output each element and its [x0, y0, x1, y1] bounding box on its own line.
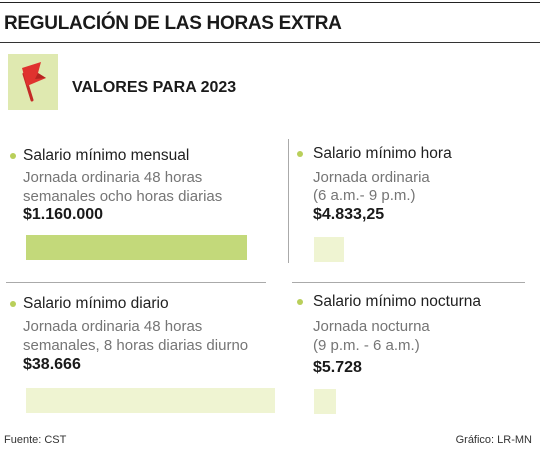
bar-description-line: (9 p.m. - 6 a.m.) [313, 337, 420, 354]
bar-description-line: semanales ocho horas diarias [23, 188, 223, 205]
chart-title: REGULACIÓN DE LAS HORAS EXTRA [4, 13, 342, 34]
red-flag-icon [22, 62, 46, 102]
subtitle: VALORES PARA 2023 [72, 79, 237, 96]
bar [26, 388, 275, 413]
bar-value-label: $4.833,25 [313, 206, 385, 223]
bar-value-label: $38.666 [23, 356, 81, 373]
source-note: Fuente: CST [4, 434, 67, 446]
bar-description-line: Jornada nocturna [313, 318, 430, 335]
bullet [297, 151, 303, 157]
bar-category-label: Salario mínimo nocturna [313, 293, 481, 310]
bar [314, 237, 344, 262]
credit-note: Gráfico: LR-MN [455, 434, 532, 446]
bar-description-line: Jornada ordinaria 48 horas [23, 318, 203, 335]
divider [288, 139, 289, 263]
bar-description-line: Jornada ordinaria [313, 169, 430, 186]
title-rule [0, 42, 540, 43]
bar-description-line: Jornada ordinaria 48 horas [23, 169, 203, 186]
bar-value-label: $1.160.000 [23, 206, 104, 223]
bullet [10, 153, 16, 159]
bar-category-label: Salario mínimo mensual [23, 147, 190, 164]
bar [314, 389, 336, 414]
bar-description-line: (6 a.m.- 9 p.m.) [313, 187, 416, 204]
bar-category-label: Salario mínimo diario [23, 295, 169, 312]
bar [26, 235, 247, 260]
divider [292, 282, 525, 283]
icon-box [8, 54, 58, 110]
bar-value-label: $5.728 [313, 359, 362, 376]
top-rule [0, 2, 540, 3]
bullet [297, 299, 303, 305]
bullet [10, 301, 16, 307]
bar-description-line: semanales, 8 horas diarias diurno [23, 337, 249, 354]
divider [6, 282, 266, 283]
bar-category-label: Salario mínimo hora [313, 145, 452, 162]
